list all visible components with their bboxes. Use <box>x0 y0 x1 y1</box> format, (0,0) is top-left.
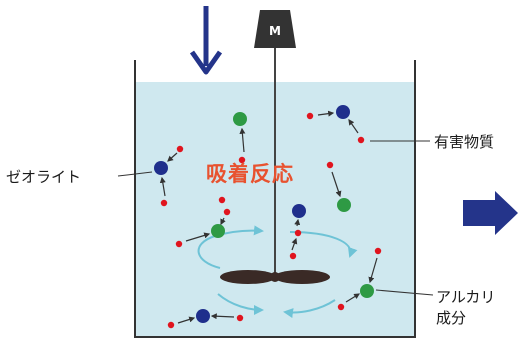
alkali-particle <box>233 112 247 126</box>
zeolite-particle <box>196 309 210 323</box>
right-arrow-icon <box>463 191 518 235</box>
alkali-particle <box>211 224 225 238</box>
tank <box>134 60 416 338</box>
down-arrow-icon <box>189 6 223 75</box>
alkali-particle <box>360 284 374 298</box>
harmful-label: 有害物質 <box>434 133 495 151</box>
harmful-particles <box>160 112 382 329</box>
zeolite-label: ゼオライト <box>6 168 82 186</box>
adsorption-arrows <box>159 110 378 324</box>
zeolite-particle <box>292 204 306 218</box>
alkali-particle <box>337 198 351 212</box>
impeller-icon <box>220 270 330 284</box>
motor-icon <box>254 10 296 48</box>
alkali-label-line2: 成分 <box>436 309 467 327</box>
zeolite-particle <box>154 161 168 175</box>
zeolite-particle <box>336 105 350 119</box>
alkali-leader <box>375 289 434 296</box>
zeolite-leader <box>117 171 153 177</box>
particles <box>154 105 382 329</box>
motor-label: M <box>269 24 281 38</box>
alkali-label-line1: アルカリ <box>436 288 496 306</box>
reaction-label: 吸着反応 <box>206 162 294 186</box>
